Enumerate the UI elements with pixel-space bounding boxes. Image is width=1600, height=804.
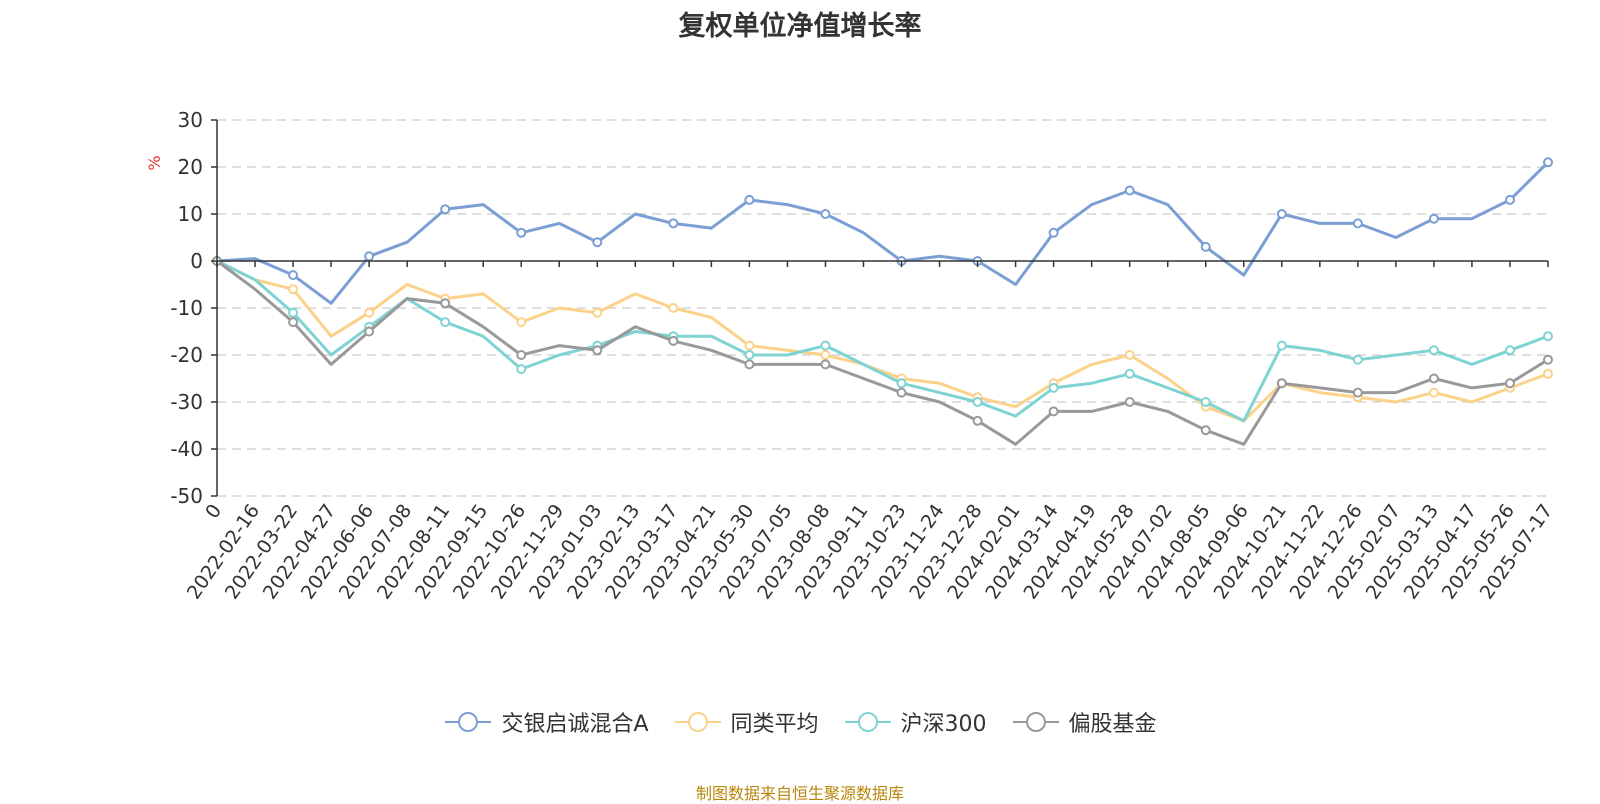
data-point: [1276, 378, 1287, 389]
data-point: [592, 307, 603, 318]
data-point: [1428, 373, 1439, 384]
data-point: [972, 397, 983, 407]
data-point: [744, 194, 755, 205]
data-point: [288, 270, 299, 281]
data-point: [1200, 397, 1211, 407]
data-point: [972, 415, 983, 426]
data-point: [1543, 157, 1553, 168]
data-point: [744, 350, 755, 360]
data-point: [1543, 368, 1553, 379]
series-line: [216, 259, 1549, 446]
data-point: [516, 364, 527, 375]
legend-swatch: [1012, 712, 1059, 732]
data-point: [1124, 350, 1135, 360]
y-tick-label: -10: [170, 296, 203, 320]
legend-label: 偏股基金: [1068, 712, 1157, 737]
y-tick-label: -40: [170, 437, 203, 461]
legend-label: 同类平均: [730, 712, 819, 737]
y-tick-label: 30: [178, 108, 203, 132]
data-point: [1124, 397, 1135, 407]
data-point: [592, 345, 603, 356]
data-point: [744, 340, 755, 351]
y-axis-label: %: [145, 155, 164, 170]
data-point: [1504, 194, 1515, 205]
data-point: [440, 204, 451, 215]
data-point: [820, 350, 831, 360]
data-point: [516, 350, 527, 360]
data-point: [1200, 241, 1211, 252]
series-line: [216, 259, 1549, 423]
data-point: [1124, 368, 1135, 379]
data-point: [1428, 387, 1439, 398]
legend-item[interactable]: 同类平均: [673, 706, 819, 738]
data-point: [668, 303, 679, 313]
data-point: [820, 209, 831, 219]
series-line: [216, 259, 1549, 423]
data-point: [1504, 345, 1515, 356]
grid-layer: [217, 119, 1548, 497]
data-point: [364, 326, 375, 337]
legend-label: 交银启诚混合A: [501, 712, 649, 737]
legend-swatch: [844, 712, 891, 732]
data-point: [1124, 185, 1135, 196]
data-point: [592, 237, 603, 248]
data-point: [516, 317, 527, 328]
data-point: [440, 317, 451, 328]
data-point: [288, 317, 299, 328]
data-point: [364, 251, 375, 262]
legend-item[interactable]: 偏股基金: [1011, 706, 1157, 738]
data-point: [1428, 213, 1439, 224]
data-point: [1276, 340, 1287, 351]
series-layer: [212, 157, 1553, 446]
y-tick-label: 10: [178, 202, 203, 226]
data-point: [1200, 425, 1211, 436]
legend-swatch: [674, 712, 721, 732]
series-line: [216, 161, 1550, 305]
y-tick-label: -30: [170, 390, 203, 414]
data-point: [820, 340, 831, 351]
data-point: [288, 284, 299, 295]
data-point: [1504, 378, 1515, 389]
data-point: [896, 387, 907, 398]
source-note: 制图数据来自恒生聚源数据库: [695, 784, 904, 803]
data-point: [896, 378, 907, 389]
data-point: [364, 307, 375, 318]
legend-swatch: [445, 712, 492, 732]
y-tick-label: 0: [190, 249, 203, 273]
data-point: [1276, 209, 1287, 219]
data-point: [1543, 331, 1553, 342]
data-point: [516, 227, 527, 238]
y-tick-label: -20: [170, 343, 203, 367]
data-point: [1352, 387, 1363, 398]
data-point: [1048, 382, 1059, 393]
x-tick-label: 0: [201, 500, 226, 523]
data-point: [1048, 406, 1059, 417]
data-point: [1428, 345, 1439, 356]
y-tick-label: -50: [170, 484, 203, 508]
data-point: [288, 307, 299, 318]
legend-item[interactable]: 沪深300: [843, 706, 987, 738]
legend-label: 沪深300: [900, 712, 987, 737]
y-tick-label: 20: [178, 155, 203, 179]
data-point: [668, 335, 679, 346]
data-point: [1352, 218, 1363, 229]
data-point: [440, 298, 451, 309]
data-point: [820, 359, 831, 370]
line-chart: 3020100-10-20-30-40-50%02022-02-162022-0…: [145, 108, 1557, 603]
data-point: [1048, 227, 1059, 238]
data-point: [1352, 354, 1363, 365]
chart-title: 复权单位净值增长率: [678, 11, 922, 42]
data-point: [744, 359, 755, 370]
legend-item[interactable]: 交银启诚混合A: [443, 706, 649, 738]
data-point: [668, 218, 679, 229]
data-point: [1543, 354, 1553, 365]
legend: 交银启诚混合A 同类平均 沪深300 偏股基金: [0, 706, 1600, 738]
